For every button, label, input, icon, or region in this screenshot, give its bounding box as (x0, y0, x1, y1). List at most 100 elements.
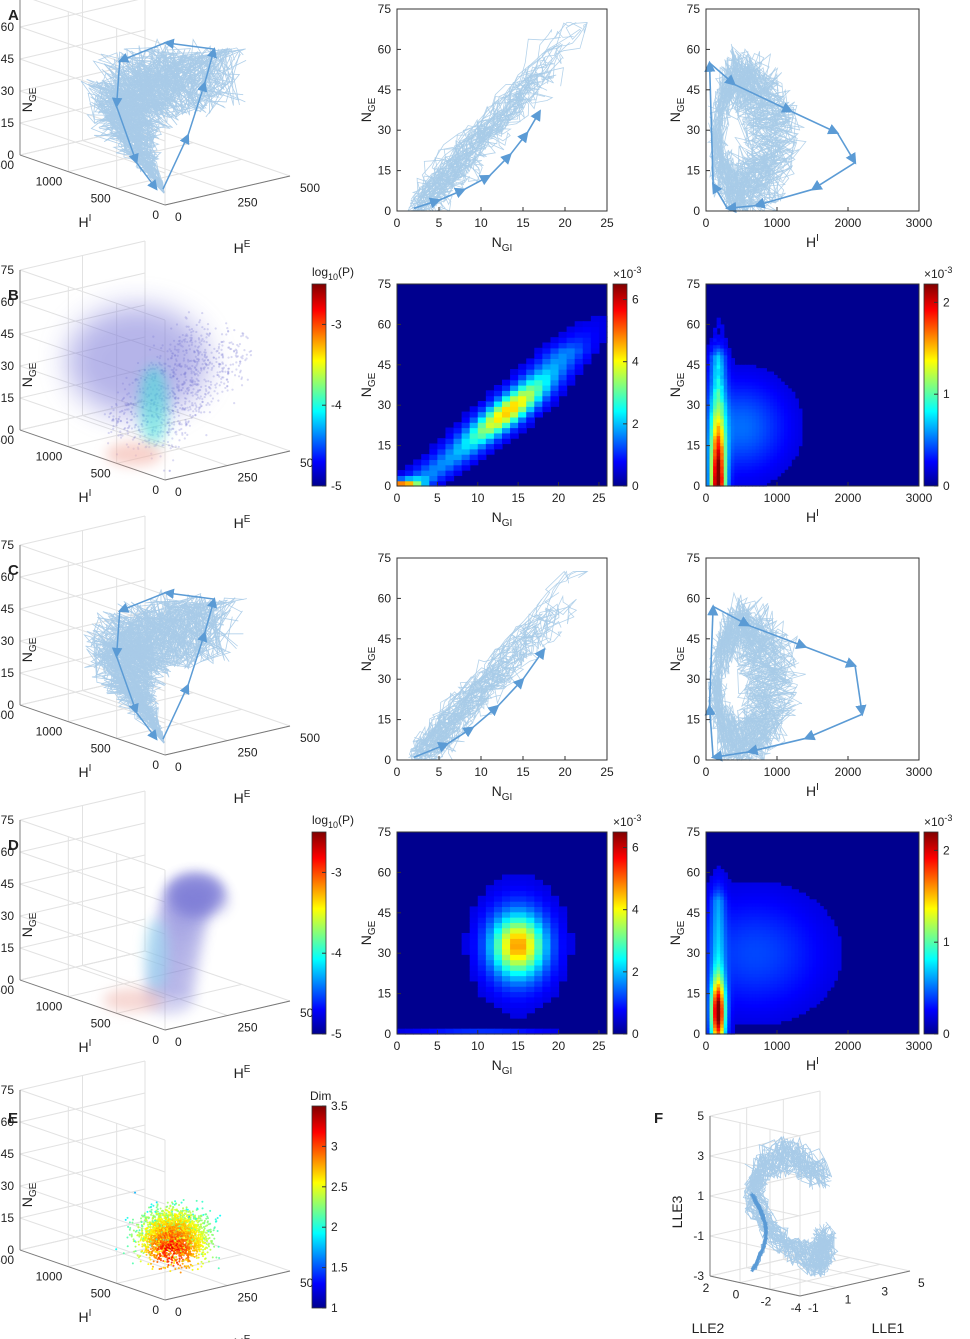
heatmap-cell (734, 933, 739, 937)
heatmap-cell (730, 986, 735, 991)
cloud-point (172, 427, 175, 430)
heatmap-cell (748, 1013, 753, 1018)
heatmap-cell (745, 970, 750, 974)
heatmap-cell (713, 378, 718, 383)
heatmap-cell (730, 455, 735, 460)
heatmap-cell (734, 983, 739, 988)
heatmap-cell (709, 909, 714, 914)
heatmap-cell (830, 933, 835, 937)
heatmap-cell (766, 909, 771, 914)
heatmap-cell (755, 401, 760, 406)
heatmap-cell (518, 374, 527, 381)
cloud-point (239, 360, 242, 363)
heatmap-cell (709, 448, 714, 453)
cloud-point (185, 397, 188, 400)
heatmap-cell (766, 422, 771, 426)
heatmap-cell (808, 909, 814, 914)
heatmap-cell (723, 933, 728, 937)
heatmap-cell (709, 1007, 714, 1012)
heatmap-cell (713, 946, 718, 951)
heatmap-cell (445, 443, 455, 450)
cloud-point (213, 390, 216, 393)
cloud-core (139, 365, 168, 446)
heatmap-cell (730, 395, 735, 400)
heatmap-cell (709, 966, 714, 971)
cloud-point (117, 417, 120, 421)
cloud-point (203, 355, 206, 359)
z-tick-label: 0 (7, 423, 14, 437)
cloud-point (207, 380, 210, 383)
panel-d-3d-axes: 015304560750500100015000250500NGEHIHE (0, 790, 320, 1081)
heatmap-cell (723, 401, 728, 406)
heatmap-cell (748, 895, 753, 900)
heatmap-cell (823, 956, 828, 961)
heatmap-cell (762, 1007, 767, 1012)
heatmap-cell (709, 963, 714, 968)
heatmap-cell (794, 916, 799, 921)
heatmap-cell (709, 435, 714, 440)
heatmap-cell (709, 452, 714, 457)
heatmap-cell (737, 953, 743, 958)
heatmap-cell (791, 983, 796, 988)
z-tick-label: 75 (1, 813, 15, 827)
heatmap-cell (727, 970, 732, 974)
heatmap-cell (720, 358, 725, 363)
heatmap-cell (510, 895, 519, 902)
mean-path-arrow (704, 703, 716, 758)
heatmap-cell (713, 334, 718, 339)
cloud-point (208, 343, 211, 347)
heatmap-cell (791, 1007, 796, 1012)
cloud-point (189, 340, 192, 343)
cloud-point (180, 388, 183, 392)
cloud-point (195, 330, 198, 334)
heatmap-cell (706, 398, 711, 403)
cloud-point (127, 403, 130, 406)
z-tick-label: 45 (1, 602, 15, 616)
heatmap-cell (706, 445, 711, 450)
y-tick-label: 500 (91, 741, 111, 755)
heatmap-cell (550, 385, 560, 391)
heatmap-cell (769, 1007, 775, 1012)
heatmap-cell (816, 949, 821, 954)
heatmap-cell (787, 939, 792, 944)
cloud-point (195, 323, 198, 327)
heatmap-cell (720, 438, 725, 443)
heatmap-cell (766, 936, 771, 941)
heatmap-cell (730, 368, 735, 373)
heatmap-cell (727, 432, 732, 437)
heatmap-cell (445, 448, 455, 455)
heatmap-cell (716, 469, 721, 474)
heatmap-cell (713, 341, 718, 346)
heatmap-cell (727, 354, 732, 359)
heatmap-cell (745, 472, 750, 477)
heatmap-cell (837, 956, 842, 961)
heatmap-cell (741, 993, 746, 998)
heatmap-cell (713, 936, 718, 941)
cloud-point (185, 325, 188, 328)
heatmap-cell (819, 943, 824, 948)
heatmap-cell (734, 963, 739, 968)
heatmap-cell (421, 454, 430, 461)
heatmap-cell (730, 966, 735, 971)
heatmap-cell (777, 889, 782, 894)
heatmap-cell (745, 408, 750, 413)
heatmap-cell (759, 1013, 764, 1018)
heatmap-cell (723, 411, 728, 416)
y-axis-label: HI (79, 763, 92, 780)
heatmap-cell (730, 956, 735, 961)
heatmap-cell (737, 946, 743, 951)
heatmap-cell (777, 895, 782, 900)
cloud-blob (176, 883, 229, 920)
heatmap-cell (720, 327, 725, 332)
heatmap-cell (826, 946, 831, 951)
heatmap-cell (780, 1000, 785, 1005)
cloud-point (185, 378, 188, 382)
heatmap-cell (823, 912, 828, 917)
heatmap-cell (727, 442, 732, 447)
heatmap-cell (716, 929, 721, 934)
heatmap-cell (748, 933, 753, 937)
heatmap-cell (762, 445, 767, 450)
heatmap-cell (477, 991, 487, 998)
x-tick-label: 250 (238, 1021, 258, 1035)
heatmap-cell (485, 943, 495, 950)
